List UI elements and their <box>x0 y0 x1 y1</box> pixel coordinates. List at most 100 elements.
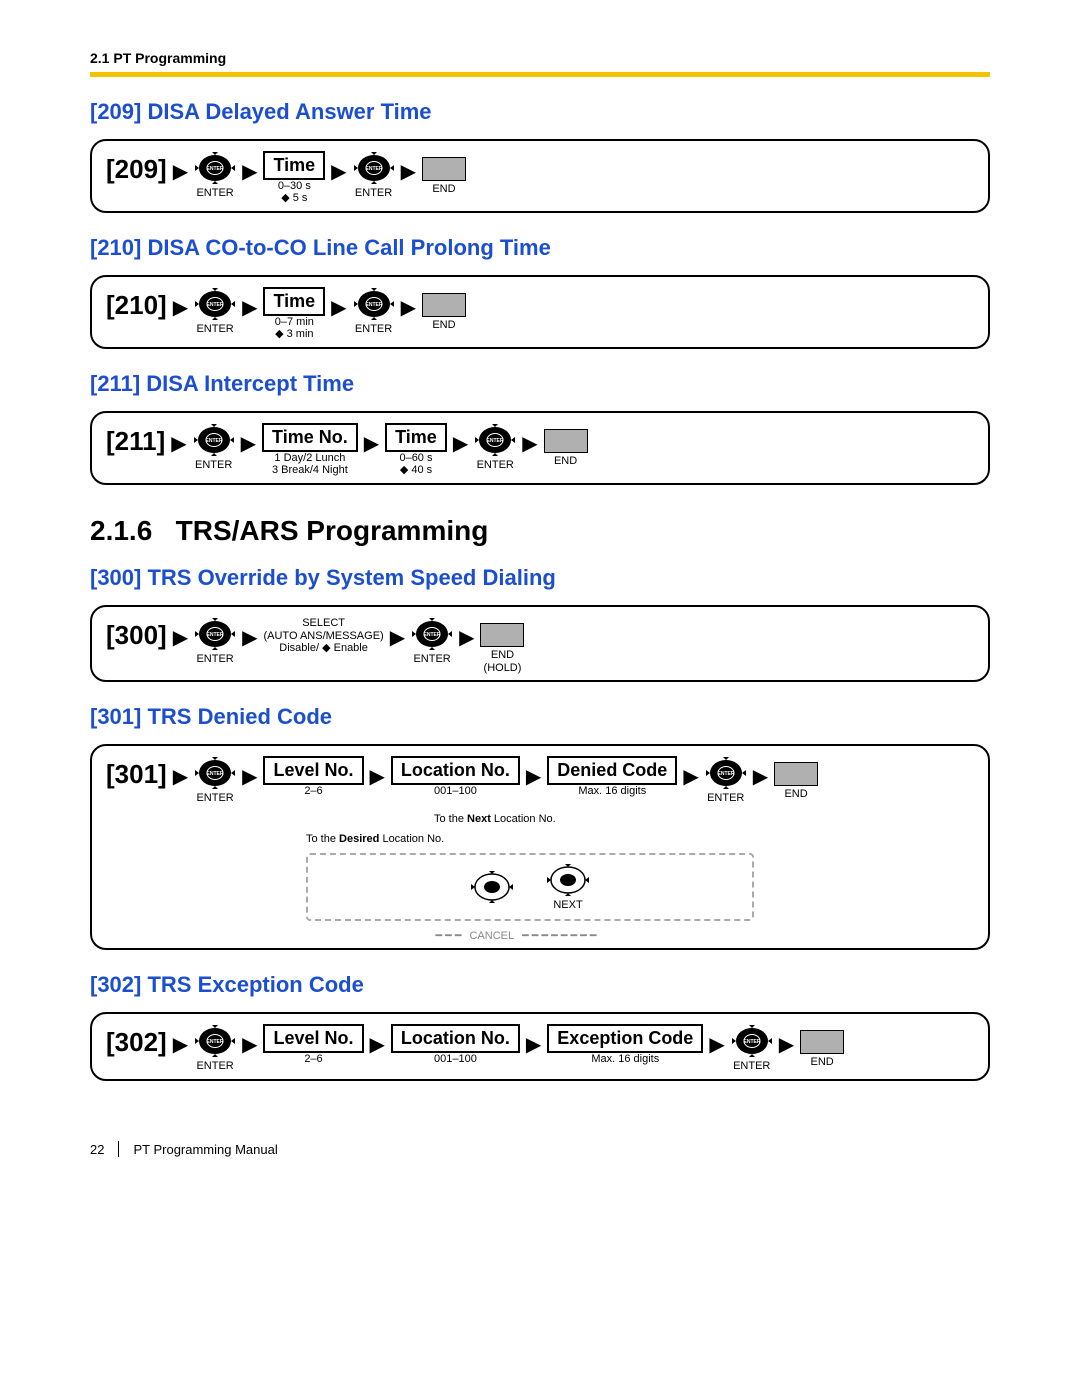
code-302: [302] <box>106 1024 167 1058</box>
flow-210: [210] ▶ ENTER ▶ Time 0–7 min ◆ 3 min ▶ E… <box>90 275 990 349</box>
param-default: ◆ 40 s <box>400 464 432 477</box>
param-range: 3 Break/4 Night <box>272 464 348 477</box>
arrow-icon: ▶ <box>173 756 188 789</box>
end-label: END <box>784 788 807 801</box>
arrow-icon: ▶ <box>331 151 346 184</box>
enter-icon <box>194 617 236 651</box>
enter-icon <box>193 423 235 457</box>
enter-icon <box>194 756 236 790</box>
end-box <box>544 429 588 453</box>
param-level: Level No. <box>263 756 363 785</box>
param-range: 2–6 <box>304 785 322 798</box>
end-box <box>422 157 466 181</box>
param-default: ◆ 3 min <box>275 328 313 341</box>
page-footer: 22 PT Programming Manual <box>90 1141 990 1157</box>
end-sub: (HOLD) <box>484 662 522 675</box>
loop-next-label: To the Next Location No. <box>434 813 556 825</box>
code-301: [301] <box>106 756 167 790</box>
arrow-icon: ▶ <box>173 1024 188 1057</box>
param-range: 0–30 s <box>278 180 311 193</box>
enter-icon <box>474 423 516 457</box>
enter-label: ENTER <box>355 187 392 200</box>
enter-icon <box>705 756 747 790</box>
enter-label: ENTER <box>413 653 450 666</box>
param-exception: Exception Code <box>547 1024 703 1053</box>
code-211: [211] <box>106 423 165 457</box>
page-header: 2.1 PT Programming <box>90 50 990 66</box>
param-location: Location No. <box>391 756 520 785</box>
enter-label: ENTER <box>733 1060 770 1073</box>
select-label: SELECT <box>302 617 345 630</box>
next-label: NEXT <box>553 899 582 912</box>
footer-divider <box>118 1141 119 1157</box>
param-location: Location No. <box>391 1024 520 1053</box>
enter-icon <box>194 1024 236 1058</box>
enter-icon <box>411 617 453 651</box>
arrow-icon: ▶ <box>401 287 416 320</box>
arrow-icon: ▶ <box>683 756 698 789</box>
arrow-icon: ▶ <box>242 151 257 184</box>
param-range: Max. 16 digits <box>591 1053 659 1066</box>
param-time: Time <box>385 423 447 452</box>
param-default: ◆ 5 s <box>281 192 307 205</box>
end-label: END <box>554 455 577 468</box>
enter-label: ENTER <box>196 187 233 200</box>
enter-label: ENTER <box>707 792 744 805</box>
accent-rule <box>90 72 990 77</box>
arrow-icon: ▶ <box>331 287 346 320</box>
end-box <box>774 762 818 786</box>
arrow-icon: ▶ <box>242 617 257 650</box>
param-range: 0–60 s <box>399 452 432 465</box>
arrow-icon: ▶ <box>453 423 468 456</box>
code-209: [209] <box>106 151 167 185</box>
arrow-icon: ▶ <box>526 1024 541 1057</box>
arrow-icon: ▶ <box>171 423 186 456</box>
param-denied: Denied Code <box>547 756 677 785</box>
arrow-icon: ▶ <box>241 423 256 456</box>
flow-302: [302] ▶ ENTER ▶ Level No. 2–6 ▶ Location… <box>90 1012 990 1081</box>
arrow-icon: ▶ <box>779 1024 794 1057</box>
manual-name: PT Programming Manual <box>133 1142 277 1157</box>
main-heading: 2.1.6 TRS/ARS Programming <box>90 515 990 547</box>
end-label: END <box>491 649 514 662</box>
section-title-209: [209] DISA Delayed Answer Time <box>90 99 990 125</box>
enter-icon <box>353 151 395 185</box>
enter-label: ENTER <box>196 323 233 336</box>
enter-icon <box>731 1024 773 1058</box>
arrow-icon: ▶ <box>753 756 768 789</box>
select-sub: (AUTO ANS/MESSAGE) <box>263 630 383 643</box>
section-title-211: [211] DISA Intercept Time <box>90 371 990 397</box>
flow-211: [211] ▶ ENTER ▶ Time No. 1 Day/2 Lunch 3… <box>90 411 990 485</box>
end-label: END <box>432 183 455 196</box>
param-range: 1 Day/2 Lunch <box>274 452 345 465</box>
enter-label: ENTER <box>355 323 392 336</box>
arrow-icon: ▶ <box>401 151 416 184</box>
param-range: 0–7 min <box>275 316 314 329</box>
section-title-301: [301] TRS Denied Code <box>90 704 990 730</box>
enter-label: ENTER <box>195 459 232 472</box>
cancel-label: CANCEL <box>469 930 514 942</box>
end-box <box>800 1030 844 1054</box>
arrow-icon: ▶ <box>242 1024 257 1057</box>
nav-icon <box>469 870 515 904</box>
section-title-210: [210] DISA CO-to-CO Line Call Prolong Ti… <box>90 235 990 261</box>
section-title-302: [302] TRS Exception Code <box>90 972 990 998</box>
arrow-icon: ▶ <box>173 151 188 184</box>
enter-icon <box>353 287 395 321</box>
arrow-icon: ▶ <box>709 1024 724 1057</box>
end-label: END <box>810 1056 833 1069</box>
arrow-icon: ▶ <box>390 617 405 650</box>
select-options: Disable/ ◆ Enable <box>279 642 368 655</box>
enter-label: ENTER <box>477 459 514 472</box>
heading-title: TRS/ARS Programming <box>176 515 489 546</box>
param-timeno: Time No. <box>262 423 358 452</box>
code-300: [300] <box>106 617 167 651</box>
end-box <box>422 293 466 317</box>
section-title-300: [300] TRS Override by System Speed Diali… <box>90 565 990 591</box>
arrow-icon: ▶ <box>173 617 188 650</box>
param-level: Level No. <box>263 1024 363 1053</box>
arrow-icon: ▶ <box>173 287 188 320</box>
param-range: 001–100 <box>434 1053 477 1066</box>
param-range: 2–6 <box>304 1053 322 1066</box>
param-time: Time <box>263 287 325 316</box>
